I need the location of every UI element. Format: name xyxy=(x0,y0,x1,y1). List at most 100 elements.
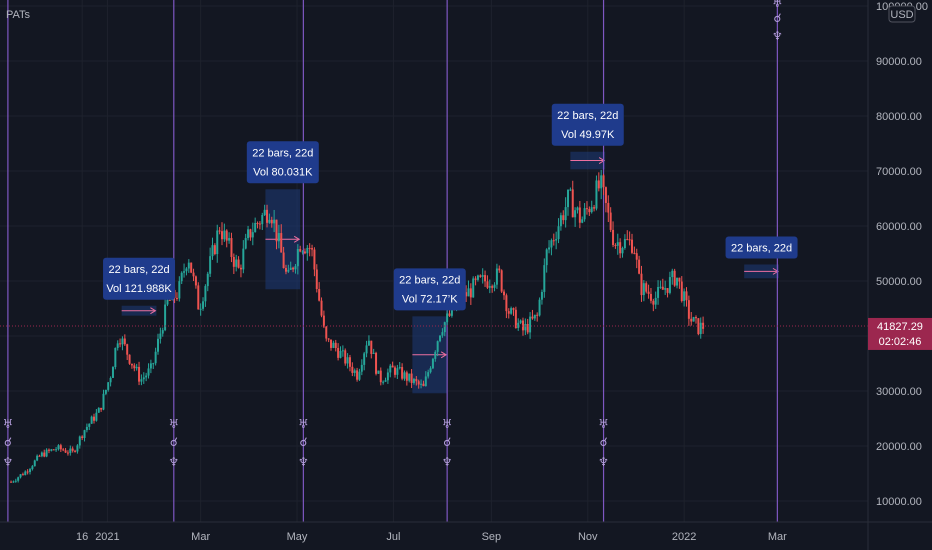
candle-body xyxy=(157,338,159,352)
candle-body xyxy=(126,344,129,355)
candle-body xyxy=(292,267,295,270)
date-range-arrowhead xyxy=(150,307,157,315)
candle-body xyxy=(40,452,43,457)
planet-symbol: ♆ xyxy=(298,455,309,469)
candle-body xyxy=(654,297,657,305)
candle-body xyxy=(55,449,58,451)
candle-body xyxy=(367,340,370,346)
candle-body xyxy=(633,252,636,254)
candle-body xyxy=(242,248,245,270)
candle-body xyxy=(116,343,119,348)
range-label-box xyxy=(103,257,176,300)
candle-body xyxy=(585,208,588,210)
candle-body xyxy=(569,189,572,191)
candle-body xyxy=(415,379,418,382)
candle-body xyxy=(209,256,212,274)
candle-body xyxy=(552,240,555,242)
candle-body xyxy=(138,366,141,382)
candle-body xyxy=(692,317,695,322)
candle-body xyxy=(571,189,574,218)
indicator-label[interactable]: PATs xyxy=(6,9,31,21)
range-label-bars: 22 bars, 22d xyxy=(252,147,313,159)
candle-body xyxy=(420,383,423,385)
candle-body xyxy=(519,320,522,323)
candle-body xyxy=(389,365,392,373)
candle-body xyxy=(303,251,306,254)
candle-body xyxy=(685,291,688,301)
candle-body xyxy=(472,278,475,298)
candle-body xyxy=(391,365,394,368)
candle-body xyxy=(69,448,72,453)
candle-body xyxy=(631,239,633,253)
candle-body xyxy=(199,308,202,310)
candle-body xyxy=(545,249,548,266)
candle-body xyxy=(327,338,330,340)
range-label-box xyxy=(551,103,624,146)
candle-body xyxy=(311,248,314,250)
candle-body xyxy=(479,275,482,277)
candle-body xyxy=(62,449,65,451)
candle-body xyxy=(194,276,197,286)
date-range-arrowhead xyxy=(293,235,301,243)
candle-body xyxy=(448,313,451,316)
candle-body xyxy=(19,474,22,478)
candle-body xyxy=(223,230,226,240)
price-tick-label: 10000.00 xyxy=(876,496,922,508)
candle-body xyxy=(583,208,586,220)
candle-body xyxy=(64,450,67,453)
candle-body xyxy=(330,339,333,348)
planet-symbol: ♆ xyxy=(442,455,453,469)
candle-body xyxy=(657,287,660,298)
planet-symbol: ☌ xyxy=(170,435,178,449)
candle-body xyxy=(346,357,349,364)
candle-body xyxy=(661,286,664,290)
candle-body xyxy=(507,311,510,314)
candle-body xyxy=(581,219,584,223)
candle-body xyxy=(289,267,292,270)
planet-symbol: ♆ xyxy=(3,455,14,469)
candle-body xyxy=(299,249,302,252)
candle-body xyxy=(220,231,223,240)
candle-body xyxy=(680,281,683,301)
candle-body xyxy=(183,271,186,273)
candle-body xyxy=(228,238,231,241)
candle-body xyxy=(434,351,437,359)
candle-body xyxy=(78,436,81,446)
candle-body xyxy=(476,275,479,280)
candle-body xyxy=(467,288,470,297)
candle-body xyxy=(628,239,631,241)
candle-body xyxy=(666,288,669,293)
range-label-volume: Vol 121.988K xyxy=(106,283,172,295)
candle-body xyxy=(652,300,655,305)
planet-symbol: ♅ xyxy=(442,417,453,431)
candle-body xyxy=(38,455,41,457)
candle-body xyxy=(441,332,444,336)
candle-body xyxy=(320,300,323,316)
candle-body xyxy=(450,305,453,316)
candle-body xyxy=(190,262,193,273)
candle-body xyxy=(412,379,415,383)
candle-body xyxy=(12,481,15,483)
candle-body xyxy=(645,283,648,292)
candle-body xyxy=(187,262,190,269)
candle-body xyxy=(616,242,619,246)
candle-body xyxy=(659,286,662,288)
candle-body xyxy=(43,452,46,457)
candle-body xyxy=(147,368,150,376)
candle-body xyxy=(481,275,484,277)
candle-body xyxy=(514,309,517,328)
candle-body xyxy=(268,219,271,223)
candle-body xyxy=(417,381,420,385)
candle-body xyxy=(66,452,69,454)
candle-body xyxy=(88,423,91,427)
candle-body xyxy=(334,342,337,349)
candle-body xyxy=(498,268,501,271)
candle-body xyxy=(626,239,629,241)
price-tick-label: 90000.00 xyxy=(876,56,922,68)
candle-body xyxy=(353,370,356,373)
candle-body xyxy=(690,318,693,322)
candle-body xyxy=(555,239,558,241)
planet-symbol: ♆ xyxy=(772,29,783,43)
